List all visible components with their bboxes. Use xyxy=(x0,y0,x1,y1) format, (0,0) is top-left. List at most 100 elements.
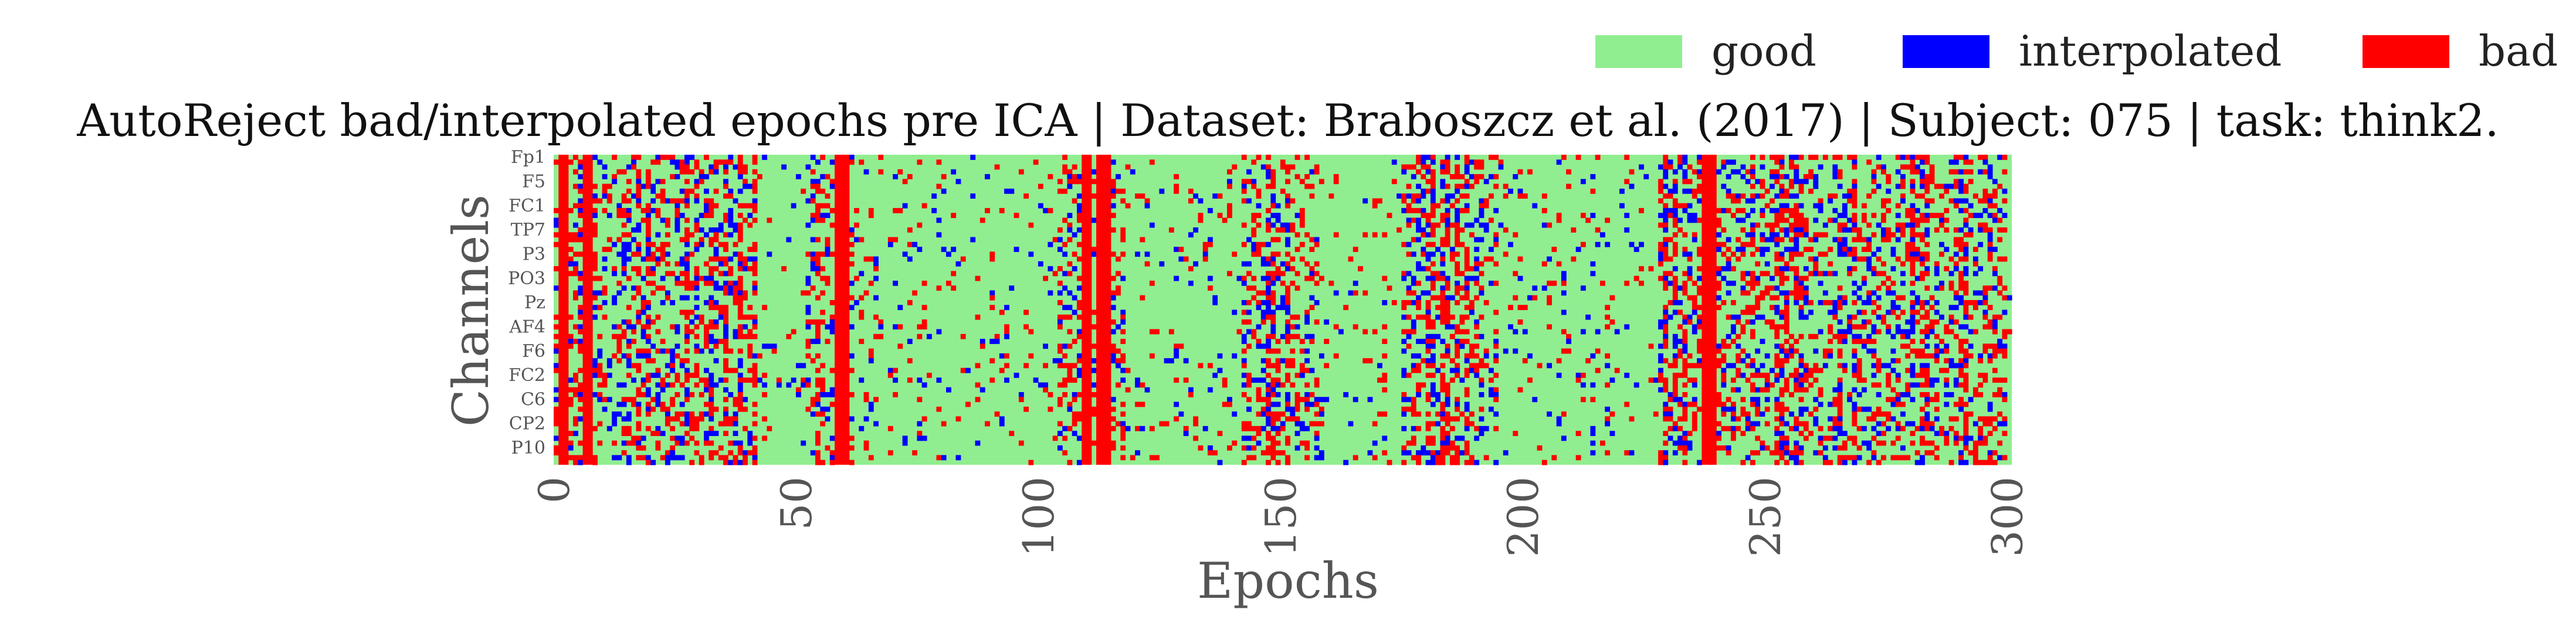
cell-interpolated xyxy=(728,155,734,160)
cell-bad xyxy=(1982,155,1988,160)
cell-bad xyxy=(1304,440,1310,446)
cell-interpolated xyxy=(1072,309,1077,315)
cell-bad xyxy=(1304,174,1310,179)
cell-bad xyxy=(1057,188,1063,194)
cell-bad xyxy=(1464,329,1470,335)
cell-bad xyxy=(815,377,821,383)
cell-interpolated xyxy=(1663,227,1669,233)
cell-bad xyxy=(737,159,743,165)
bad-epoch-column xyxy=(1086,155,1092,465)
cell-interpolated xyxy=(597,290,603,296)
cell-bad xyxy=(621,198,627,204)
cell-bad xyxy=(1377,198,1382,204)
cell-interpolated xyxy=(1798,445,1804,451)
cell-bad xyxy=(1789,213,1794,219)
cell-bad xyxy=(1290,358,1296,364)
cell-interpolated xyxy=(665,198,670,204)
cell-bad xyxy=(1856,445,1862,451)
cell-bad xyxy=(1372,232,1378,238)
cell-bad xyxy=(1227,401,1232,407)
cell-interpolated xyxy=(1677,339,1683,344)
cell-interpolated xyxy=(854,237,859,243)
cell-bad xyxy=(1459,339,1465,344)
cell-bad xyxy=(1653,411,1659,417)
cell-bad xyxy=(1687,401,1693,407)
cell-bad xyxy=(1479,261,1484,267)
cell-interpolated xyxy=(1866,299,1872,305)
cell-interpolated xyxy=(1968,329,1974,335)
cell-interpolated xyxy=(1474,459,1480,465)
cell-interpolated xyxy=(1822,363,1828,369)
cell-interpolated xyxy=(709,397,714,403)
cell-bad xyxy=(1270,455,1276,461)
cell-interpolated xyxy=(1299,421,1305,427)
cell-bad xyxy=(674,411,680,417)
cell-bad xyxy=(1818,425,1823,431)
cell-interpolated xyxy=(1067,227,1073,233)
cell-bad xyxy=(1270,290,1276,296)
cell-bad xyxy=(1062,377,1068,383)
cell-interpolated xyxy=(1232,309,1238,315)
cell-bad xyxy=(1861,256,1867,262)
cell-interpolated xyxy=(1425,232,1431,238)
cell-bad xyxy=(645,266,651,271)
cell-bad xyxy=(602,372,608,378)
cell-interpolated xyxy=(684,333,690,339)
cell-bad xyxy=(573,266,578,271)
cell-bad xyxy=(1256,241,1262,247)
cell-interpolated xyxy=(1822,290,1828,296)
cell-bad xyxy=(1299,241,1305,247)
cell-bad xyxy=(573,183,578,189)
cell-interpolated xyxy=(1609,431,1615,437)
cell-interpolated xyxy=(626,358,632,364)
cell-interpolated xyxy=(1018,392,1024,397)
cell-interpolated xyxy=(1280,295,1286,301)
cell-bad xyxy=(752,271,758,277)
cell-interpolated xyxy=(1972,290,1978,296)
cell-bad xyxy=(1929,440,1935,446)
cell-bad xyxy=(1784,295,1789,301)
cell-interpolated xyxy=(1692,329,1697,335)
cell-bad xyxy=(2002,227,2008,233)
cell-interpolated xyxy=(1774,305,1780,311)
cell-bad xyxy=(1149,159,1155,165)
cell-interpolated xyxy=(612,421,617,427)
cell-interpolated xyxy=(1445,222,1450,228)
cell-bad xyxy=(1421,251,1426,257)
cell-bad xyxy=(1856,256,1862,262)
cell-bad xyxy=(1895,155,1901,160)
cell-bad xyxy=(1285,261,1290,267)
cell-bad xyxy=(1837,169,1843,175)
cell-interpolated xyxy=(704,435,709,441)
cell-bad xyxy=(1692,280,1697,286)
cell-bad xyxy=(640,348,646,354)
cell-interpolated xyxy=(1663,333,1669,339)
cell-bad xyxy=(694,421,700,427)
cell-bad xyxy=(1871,450,1877,456)
cell-interpolated xyxy=(640,435,646,441)
cell-bad xyxy=(1072,397,1077,403)
cell-interpolated xyxy=(606,213,612,219)
cell-bad xyxy=(1135,193,1140,199)
cell-interpolated xyxy=(1479,198,1484,204)
cell-bad xyxy=(612,440,617,446)
cell-bad xyxy=(1309,421,1315,427)
cell-interpolated xyxy=(1062,271,1068,277)
cell-bad xyxy=(1813,232,1819,238)
cell-interpolated xyxy=(1217,353,1223,359)
cell-interpolated xyxy=(674,455,680,461)
cell-bad xyxy=(1309,305,1315,311)
cell-bad xyxy=(1508,305,1513,311)
cell-bad xyxy=(718,309,724,315)
cell-interpolated xyxy=(1435,333,1441,339)
cell-bad xyxy=(713,237,719,243)
cell-interpolated xyxy=(737,358,743,364)
cell-bad xyxy=(1992,343,1998,349)
cell-bad xyxy=(1285,459,1290,465)
cell-bad xyxy=(1774,222,1780,228)
cell-interpolated xyxy=(1866,333,1872,339)
cell-bad xyxy=(645,358,651,364)
cell-bad xyxy=(1920,353,1925,359)
cell-bad xyxy=(1072,416,1077,422)
cell-interpolated xyxy=(1779,348,1785,354)
